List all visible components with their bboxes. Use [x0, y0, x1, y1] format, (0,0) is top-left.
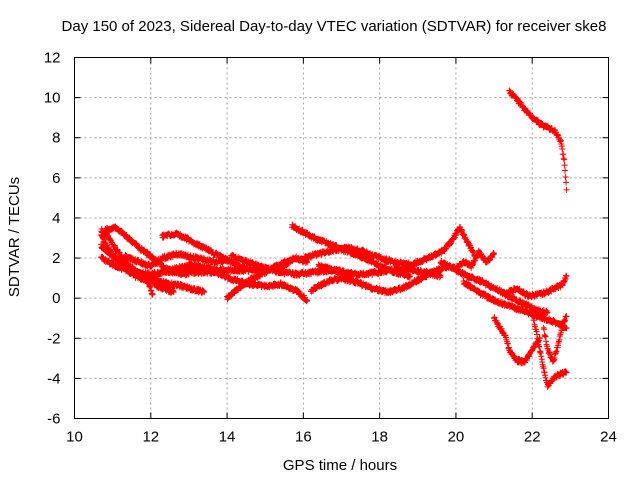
series-track-22 [540, 313, 570, 365]
series-track-17 [437, 247, 498, 273]
x-tick-label: 16 [295, 429, 312, 446]
series-track-24 [506, 87, 570, 193]
data-point-markers [529, 310, 570, 390]
chart-title: Day 150 of 2023, Sidereal Day-to-day VTE… [62, 18, 607, 35]
series-track-6 [121, 249, 231, 271]
data-point-markers [437, 247, 498, 273]
y-tick-label: -6 [47, 411, 60, 428]
x-tick-label: 14 [219, 429, 236, 446]
data-point-markers [121, 249, 231, 271]
series-track-16 [399, 223, 478, 274]
data-point-markers [506, 87, 570, 193]
y-tick-label: 8 [52, 130, 60, 147]
series-track-23 [502, 272, 570, 301]
x-tick-label: 12 [142, 429, 159, 446]
plot-frame [74, 57, 609, 419]
x-axis-label: GPS time / hours [283, 457, 397, 474]
data-point-markers [399, 223, 478, 274]
y-tick-label: 0 [52, 290, 60, 307]
series-track-20 [491, 314, 543, 367]
series-track-21 [529, 310, 570, 390]
data-layer [98, 87, 570, 390]
y-tick-label: -2 [47, 330, 60, 347]
y-tick-label: 12 [44, 50, 61, 67]
x-tick-label: 24 [600, 429, 617, 446]
data-point-markers [502, 272, 570, 301]
data-point-markers [540, 313, 570, 365]
y-tick-label: 4 [52, 210, 60, 227]
series-track-7 [159, 229, 250, 272]
series-track-13 [300, 243, 414, 269]
y-axis-label: SDTVAR / TECUs [6, 177, 23, 297]
y-tick-label: -4 [47, 370, 60, 387]
y-tick-label: 10 [44, 90, 61, 107]
data-point-markers [300, 243, 414, 269]
x-tick-label: 18 [371, 429, 388, 446]
data-point-markers [491, 314, 543, 367]
data-point-markers [159, 229, 250, 272]
x-tick-label: 20 [448, 429, 465, 446]
x-tick-label: 22 [524, 429, 541, 446]
y-tick-label: 2 [52, 250, 60, 267]
y-tick-label: 6 [52, 170, 60, 187]
x-tick-label: 10 [66, 429, 83, 446]
